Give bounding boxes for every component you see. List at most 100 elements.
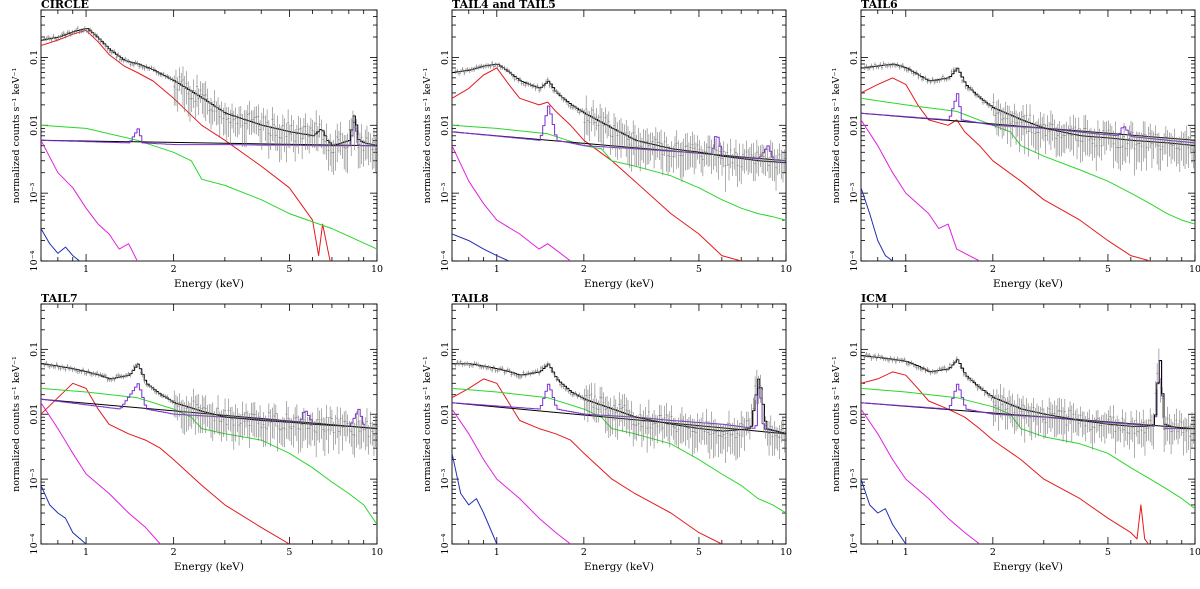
data-point <box>710 139 713 174</box>
data-point <box>306 123 309 150</box>
data-point <box>780 420 783 443</box>
data-point <box>496 368 499 373</box>
data-point <box>726 143 729 166</box>
data-point <box>1098 128 1101 158</box>
data-point <box>576 108 579 113</box>
data-point <box>1177 137 1179 164</box>
data-point <box>327 417 330 454</box>
data-point <box>85 371 88 376</box>
data-point <box>1112 130 1115 169</box>
y-tick-label: 0.01 <box>849 404 860 425</box>
data-point <box>334 415 337 445</box>
data-point <box>646 128 649 165</box>
y-tick-label: 10⁻³ <box>849 183 860 204</box>
data-point <box>686 418 689 441</box>
data-point <box>745 411 748 436</box>
y-tick-label: 0.01 <box>440 404 451 425</box>
series-line-magenta-component <box>861 408 980 544</box>
data-point <box>698 139 701 164</box>
data-point <box>747 148 750 176</box>
data-point <box>264 115 267 141</box>
data-point <box>717 145 720 180</box>
data-point <box>366 408 368 447</box>
data-point <box>508 368 511 373</box>
data-point <box>243 110 246 147</box>
data-point <box>327 138 330 171</box>
data-point <box>260 112 263 150</box>
panel-title: ICM <box>861 292 887 305</box>
data-point <box>738 143 741 182</box>
y-tick-label: 10⁻⁴ <box>29 250 40 271</box>
data-point <box>164 394 167 399</box>
data-point <box>183 75 186 113</box>
data-point <box>1116 137 1118 163</box>
data-point <box>473 361 476 366</box>
data-point <box>1011 393 1014 428</box>
data-point <box>614 117 617 157</box>
data-point <box>325 404 328 440</box>
data-point <box>644 130 647 170</box>
data-point <box>458 71 460 76</box>
data-point <box>494 368 497 374</box>
data-point <box>875 64 878 70</box>
data-point <box>969 85 972 91</box>
data-point <box>762 403 765 432</box>
data-point <box>1046 115 1049 141</box>
y-tick-label: 0.1 <box>29 50 40 65</box>
data-point <box>119 57 121 63</box>
data-point <box>881 354 883 359</box>
x-tick-label: 2 <box>171 547 177 558</box>
data-point <box>1063 124 1066 154</box>
data-point <box>1121 409 1124 433</box>
data-point <box>721 147 723 176</box>
data-point <box>454 69 457 75</box>
data-point <box>236 408 239 433</box>
spectrum-panel: TAIL6 1 2 5 10 10⁻⁴ 10⁻³ 0.01 0.1 Energy (keV) nor… <box>831 0 1200 290</box>
data-point <box>533 83 535 89</box>
data-point <box>211 402 214 442</box>
data-point <box>543 83 546 89</box>
data-point <box>959 73 962 78</box>
data-point <box>231 406 233 442</box>
data-point <box>564 386 567 392</box>
data-point <box>278 124 281 163</box>
data-point <box>280 419 283 446</box>
data-point <box>208 101 211 124</box>
data-point <box>1185 418 1188 453</box>
data-point <box>908 66 911 72</box>
data-point <box>938 366 941 372</box>
data-point <box>990 396 993 401</box>
data-point <box>513 76 516 82</box>
data-point <box>1070 125 1073 150</box>
data-point <box>465 67 467 73</box>
data-point <box>1133 135 1136 176</box>
data-point <box>1138 132 1141 163</box>
data-point <box>959 364 962 369</box>
data-point <box>47 34 49 40</box>
data-point <box>775 426 777 449</box>
data-point <box>241 401 244 440</box>
data-point <box>773 421 776 456</box>
data-point <box>1158 348 1160 381</box>
data-point <box>1084 416 1087 442</box>
data-point <box>552 370 554 375</box>
data-point <box>1076 129 1078 160</box>
data-point <box>654 127 657 161</box>
data-point <box>990 105 993 111</box>
data-point <box>688 142 690 170</box>
data-point <box>48 36 51 41</box>
data-point <box>506 67 509 73</box>
data-point <box>468 363 471 369</box>
data-point <box>620 118 622 158</box>
data-point <box>245 110 247 148</box>
data-point <box>915 70 918 75</box>
data-point <box>473 66 476 72</box>
data-point <box>348 420 351 444</box>
data-point <box>287 109 290 148</box>
data-point <box>611 127 614 150</box>
data-point <box>147 382 149 388</box>
data-point <box>919 72 922 78</box>
data-point <box>115 373 118 379</box>
data-point <box>62 365 65 371</box>
data-point <box>492 364 495 370</box>
